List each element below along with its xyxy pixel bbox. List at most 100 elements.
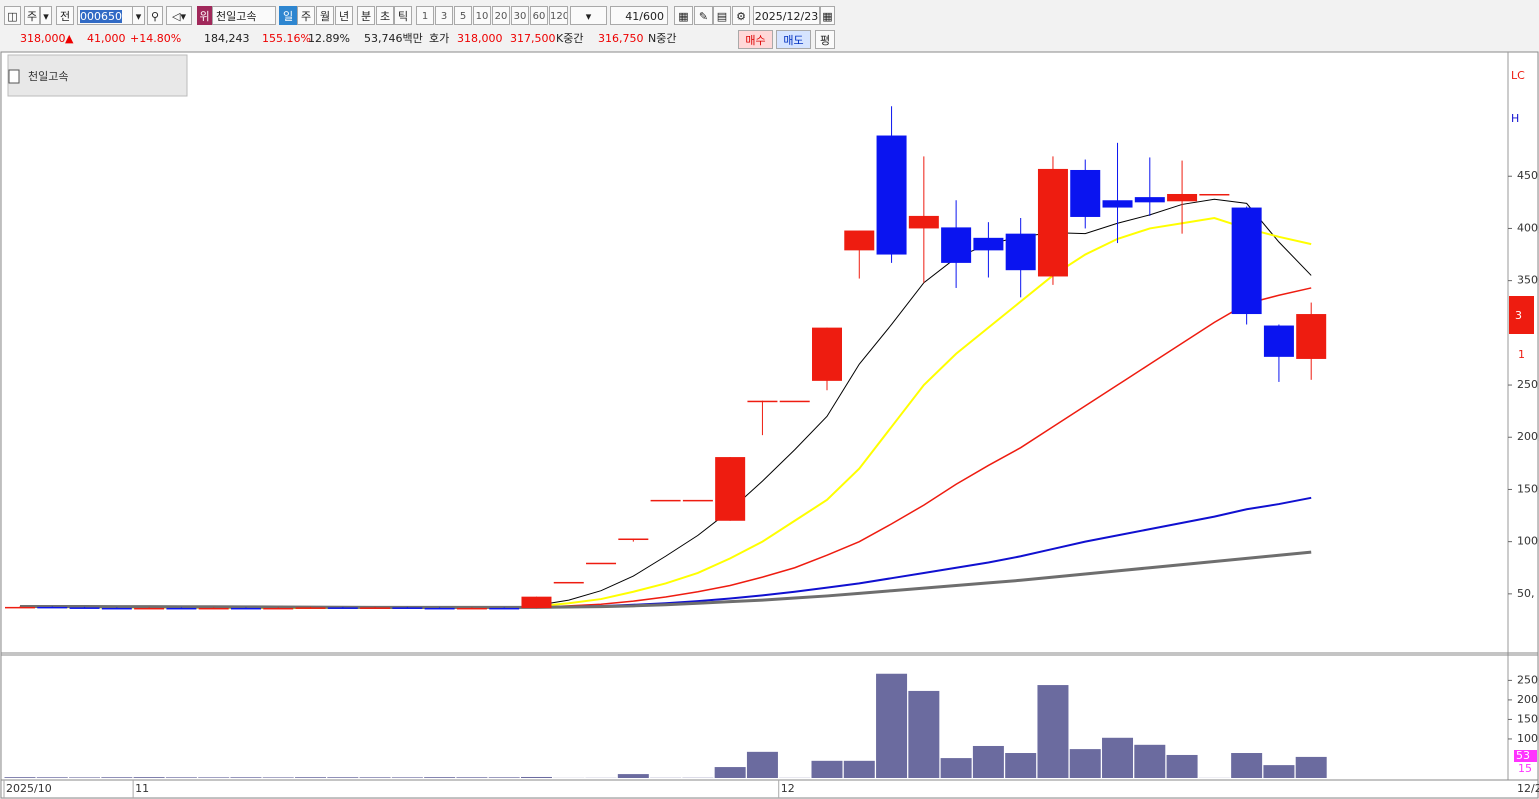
warning-badge: 위 <box>197 6 212 25</box>
x-tick-label: 2025/10 <box>6 782 52 795</box>
interval-button[interactable]: 120 <box>549 6 568 25</box>
candle-body <box>682 499 713 502</box>
quote-change: 41,000 <box>87 32 126 45</box>
candle-body <box>424 607 455 610</box>
volume-bar <box>1069 749 1101 778</box>
volume-bar <box>262 777 294 778</box>
candle-body <box>230 607 261 610</box>
legend-cut: H <box>1511 112 1519 125</box>
candle-body <box>521 596 552 609</box>
quote-amount: 53,746백만 <box>364 32 423 45</box>
volume-bar <box>1231 753 1263 778</box>
candle-body <box>37 606 68 609</box>
volume-bar <box>1005 753 1037 778</box>
volume-bar <box>811 760 843 778</box>
count-input[interactable]: 41/600 <box>610 6 668 25</box>
candle-body <box>973 237 1004 251</box>
interval-button[interactable]: 30 <box>511 6 529 25</box>
candle-body <box>1231 207 1262 315</box>
y-tick-label: 200, <box>1517 430 1539 443</box>
volume-bar <box>36 777 68 778</box>
candle-body <box>5 606 35 609</box>
ma-line <box>20 550 1312 609</box>
sound-button[interactable]: ◁▾ <box>166 6 192 25</box>
volume-bar <box>746 751 778 778</box>
interval-button[interactable]: 3 <box>435 6 453 25</box>
volume-prev: 15 <box>1518 762 1532 775</box>
tool-button[interactable]: ✎ <box>694 6 713 25</box>
interval-button[interactable]: 10 <box>473 6 491 25</box>
interval-button[interactable]: 60 <box>530 6 548 25</box>
period-button[interactable]: 주 <box>297 6 315 25</box>
dropdown[interactable]: ▾ <box>570 6 607 25</box>
scope-select[interactable]: 전 <box>56 6 74 25</box>
volume-bar <box>101 777 133 778</box>
x-tick-label: 12 <box>781 782 795 795</box>
period-button[interactable]: 월 <box>316 6 334 25</box>
tool-button[interactable]: ▦ <box>674 6 693 25</box>
period-button[interactable]: 초 <box>376 6 394 25</box>
cursor-date: 12/2 <box>1517 782 1539 795</box>
interval-button[interactable]: 5 <box>454 6 472 25</box>
period-button[interactable]: 분 <box>357 6 375 25</box>
legend-cut: LC <box>1511 69 1525 82</box>
interval-button[interactable]: 1 <box>416 6 434 25</box>
y-tick-label: 150, <box>1517 482 1539 495</box>
save-button[interactable]: ▤ <box>713 6 731 25</box>
volume-bar <box>843 760 875 778</box>
candle-body <box>360 607 391 609</box>
candle-body <box>263 607 294 610</box>
candle-body <box>1134 197 1165 203</box>
volume-bar <box>908 690 940 778</box>
candle-body <box>489 607 520 610</box>
volume-bar <box>876 673 908 778</box>
chart-icon[interactable]: ◫ <box>4 6 21 25</box>
date-input[interactable]: 2025/12/23 <box>753 6 820 25</box>
y-tick-label: 100, <box>1517 535 1539 548</box>
volume-bar <box>391 777 423 778</box>
y-tick-label: 250, <box>1517 673 1539 686</box>
candle-body <box>295 607 326 609</box>
candle-body <box>101 607 132 610</box>
market-select[interactable]: 주 <box>24 6 40 25</box>
price-cut: 1 <box>1518 348 1525 361</box>
quote-k-label: K중간 <box>556 32 584 45</box>
chart-frame <box>0 51 1539 799</box>
volume-bar <box>1295 756 1327 778</box>
period-button[interactable]: 틱 <box>394 6 412 25</box>
volume-bar <box>4 777 36 778</box>
quote-volume-rate: 155.16% <box>262 32 311 45</box>
candle-body <box>456 607 487 610</box>
period-button[interactable]: 일 <box>279 6 297 25</box>
candle-body <box>69 607 100 609</box>
y-tick-label: 200, <box>1517 693 1539 706</box>
volume-bar <box>1134 744 1166 778</box>
name-input[interactable]: 천일고속 <box>212 6 276 25</box>
code-input[interactable]: 000650 <box>77 6 133 25</box>
search-button[interactable]: ⚲ <box>147 6 163 25</box>
title-icon <box>8 69 20 84</box>
volume-bar <box>520 776 552 778</box>
volume-bar <box>69 777 101 778</box>
avg-button[interactable]: 평 <box>815 30 835 49</box>
calendar-button[interactable]: ▦ <box>820 6 835 25</box>
settings-button[interactable]: ⚙ <box>732 6 750 25</box>
interval-button[interactable]: 20 <box>492 6 510 25</box>
candle-body <box>779 400 810 403</box>
sell-button[interactable]: 매도 <box>776 30 811 49</box>
volume-bar <box>424 777 456 778</box>
period-button[interactable]: 년 <box>335 6 353 25</box>
candle-body <box>198 607 229 610</box>
dropdown[interactable]: ▾ <box>40 6 52 25</box>
candle-body <box>1037 168 1068 277</box>
y-tick-label: 400, <box>1517 221 1539 234</box>
chart-title: 천일고속 <box>28 69 68 83</box>
volume-bar <box>198 777 230 778</box>
candle-body <box>1070 169 1101 217</box>
y-tick-label: 450, <box>1517 169 1539 182</box>
candle-body <box>1005 233 1036 271</box>
buy-button[interactable]: 매수 <box>738 30 773 49</box>
volume-marker-text: 53 <box>1516 749 1530 762</box>
